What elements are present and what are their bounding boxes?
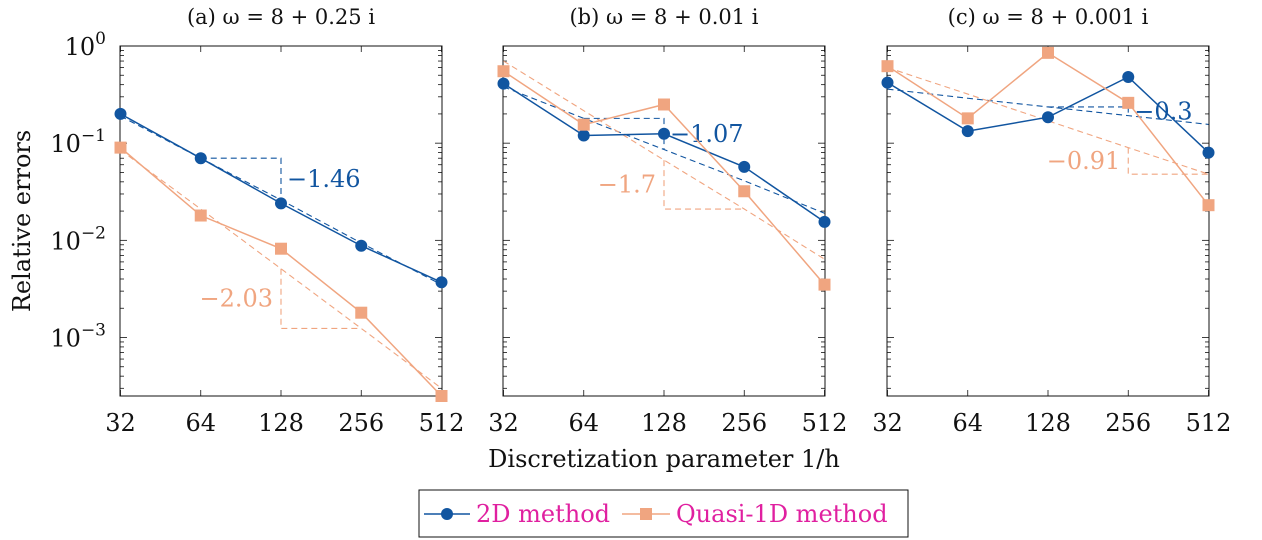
- x-tick-label: 512: [802, 409, 848, 437]
- y-tick-label: 10−1: [50, 126, 106, 158]
- data-point-2d: [355, 239, 368, 252]
- panel-a-frame: [119, 45, 443, 397]
- x-tick-label: 64: [185, 409, 216, 437]
- legend: 2D method Quasi-1D method: [418, 489, 909, 538]
- data-point-q1d: [275, 242, 287, 255]
- series-line-q1d: [887, 51, 1210, 206]
- x-tick-label: 32: [488, 409, 519, 437]
- data-point-q1d: [1122, 96, 1135, 109]
- data-point-2d: [1202, 146, 1215, 159]
- x-tick-label: 512: [1186, 409, 1232, 437]
- data-point-q1d: [435, 390, 448, 402]
- x-tick-label: 512: [419, 409, 465, 437]
- slope-triangle-2d: [200, 157, 282, 201]
- slope-label-q1d: −1.7: [598, 171, 656, 199]
- data-point-2d: [275, 197, 287, 210]
- x-axis-label: Discretization parameter 1/h: [488, 445, 840, 473]
- data-point-q1d: [738, 185, 751, 198]
- panel-c-title: (c) ω = 8 + 0.001 i: [948, 5, 1149, 29]
- data-point-q1d: [658, 98, 670, 111]
- slope-label-q1d: −0.91: [1047, 147, 1121, 175]
- x-tick-label: 128: [258, 409, 304, 437]
- data-point-q1d: [194, 209, 207, 222]
- data-point-2d: [497, 77, 510, 90]
- x-tick-label: 256: [721, 409, 767, 437]
- panel-b-frame: [502, 45, 826, 397]
- data-point-q1d: [881, 60, 894, 73]
- fit-line-q1d: [887, 67, 1209, 175]
- data-point-2d: [435, 276, 448, 289]
- slope-triangle-q1d: [1127, 147, 1209, 175]
- legend-marker-q1d: [640, 508, 652, 520]
- data-point-q1d: [961, 112, 974, 125]
- legend-label-2d: 2D method: [476, 500, 610, 528]
- y-tick-label: 10−3: [50, 320, 106, 352]
- fit-line-q1d: [120, 149, 442, 389]
- legend-label-q1d: Quasi-1D method: [676, 500, 888, 528]
- x-tick-label: 32: [105, 409, 136, 437]
- x-tick-label: 32: [872, 409, 903, 437]
- x-tick-label: 128: [1025, 409, 1071, 437]
- slope-label-2d: −0.3: [1134, 97, 1192, 125]
- data-point-2d: [577, 129, 590, 142]
- y-tick-label: 100: [65, 29, 106, 61]
- data-point-2d: [1122, 70, 1135, 83]
- data-point-2d: [818, 215, 831, 228]
- y-axis-label: Relative errors: [8, 130, 36, 312]
- y-tick-label: 10−2: [50, 223, 106, 255]
- panel-b-title: (b) ω = 8 + 0.01 i: [569, 5, 758, 29]
- panel-a-title: (a) ω = 8 + 0.25 i: [187, 5, 375, 29]
- slope-triangle-q1d: [663, 160, 745, 210]
- data-series: [114, 46, 1215, 402]
- x-tick-label: 256: [338, 409, 384, 437]
- data-point-q1d: [114, 141, 127, 154]
- tick-marks: [120, 45, 1209, 396]
- x-tick-label: 64: [568, 409, 599, 437]
- x-tick-label: 128: [641, 409, 687, 437]
- data-point-q1d: [1202, 199, 1215, 212]
- data-point-q1d: [355, 306, 368, 319]
- data-point-q1d: [1042, 46, 1054, 59]
- data-point-q1d: [497, 65, 510, 78]
- slope-label-2d: −1.07: [670, 120, 744, 148]
- tick-labels: 32 64 128 256 512 100 10−1 10−2 10−3 32 64 128 256 51…: [50, 29, 1231, 437]
- fit-line-q1d: [503, 60, 825, 260]
- slope-label-q1d: −2.03: [199, 285, 273, 313]
- data-point-2d: [114, 107, 127, 120]
- x-tick-label: 256: [1105, 409, 1151, 437]
- x-tick-label: 64: [952, 409, 983, 437]
- slope-label-2d: −1.46: [287, 165, 361, 193]
- data-point-q1d: [577, 118, 590, 131]
- slope-triangles: −1.46 −2.03 −1.07 −1.7 −0.3 −0.91: [199, 97, 1209, 329]
- data-point-2d: [194, 152, 207, 165]
- slope-triangle-q1d: [280, 268, 362, 329]
- data-point-2d: [881, 76, 894, 89]
- data-point-2d: [658, 127, 670, 140]
- legend-marker-2d: [441, 508, 453, 520]
- data-point-2d: [1042, 111, 1054, 124]
- data-point-q1d: [818, 278, 831, 291]
- data-point-2d: [961, 125, 974, 138]
- data-point-2d: [738, 160, 751, 173]
